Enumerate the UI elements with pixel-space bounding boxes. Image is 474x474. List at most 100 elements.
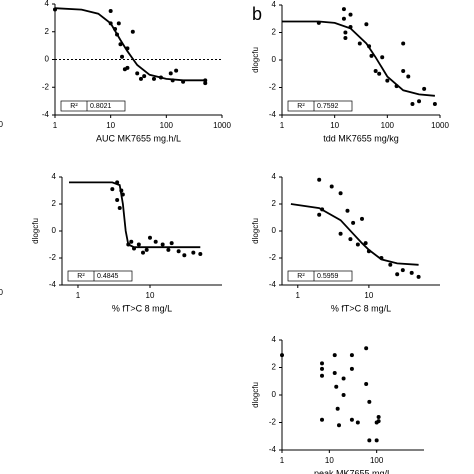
y-axis-label: dlogcfu (251, 218, 260, 244)
data-point (343, 30, 348, 35)
data-point (395, 272, 400, 277)
data-point (53, 7, 57, 12)
data-point (191, 250, 196, 255)
edge-fragment: 00 (0, 288, 3, 297)
y-tick-label: -2 (269, 253, 277, 262)
data-point (117, 206, 122, 211)
r2-value: 0.8021 (90, 103, 112, 110)
y-axis-label: dlogcfu (31, 218, 40, 244)
y-tick-label: 4 (45, 0, 50, 8)
data-point (176, 249, 181, 254)
data-point (130, 29, 135, 34)
data-point (316, 20, 321, 25)
data-point (401, 69, 406, 73)
data-point (363, 241, 368, 246)
data-point (416, 274, 421, 279)
data-point (129, 239, 134, 244)
r2-value: 0.4845 (97, 273, 119, 280)
data-point (367, 399, 372, 404)
data-point (144, 247, 149, 252)
data-point (203, 81, 208, 86)
data-point (116, 21, 121, 26)
data-point (432, 102, 437, 106)
panel-label: b (252, 4, 262, 24)
data-point (359, 216, 364, 221)
data-point (203, 78, 208, 83)
data-point (147, 235, 152, 240)
data-point (406, 74, 411, 79)
fit-curve (282, 20, 435, 97)
data-point (341, 16, 346, 21)
r2-label: R² (297, 273, 305, 280)
data-point (369, 53, 374, 58)
x-axis-label: % fT>C 8 mg/L (331, 303, 391, 313)
data-point (348, 12, 353, 17)
data-point (410, 102, 415, 106)
data-point (376, 415, 381, 419)
data-point (422, 86, 427, 91)
data-point (364, 382, 369, 386)
r2-label: R² (77, 273, 85, 280)
data-point (401, 41, 406, 46)
x-tick-label: 10 (146, 291, 155, 300)
y-tick-label: 2 (272, 199, 277, 208)
data-point (345, 208, 350, 213)
y-tick-label: 0 (52, 226, 57, 235)
data-point (341, 7, 346, 12)
data-point (329, 184, 334, 189)
data-point (357, 41, 362, 46)
data-point (153, 239, 158, 244)
r2-value: 0.5959 (317, 273, 339, 280)
y-axis-label: dlogcfu (251, 47, 260, 73)
x-tick-label: 100 (370, 456, 384, 465)
data-point (377, 71, 382, 76)
fit-curve (54, 7, 206, 82)
data-point (409, 270, 414, 275)
data-point (338, 231, 343, 236)
x-axis-label: peak MK7655 mg/L (314, 468, 392, 474)
x-tick-label: 100 (160, 121, 174, 130)
r2-label: R² (70, 103, 78, 110)
y-tick-label: 2 (52, 199, 57, 208)
data-point (348, 237, 353, 242)
r2-box (60, 100, 126, 112)
data-point (166, 247, 171, 252)
data-point (198, 251, 203, 256)
data-point (355, 242, 360, 247)
x-tick-label: 10 (364, 291, 373, 300)
x-tick-label: 100 (381, 121, 395, 130)
data-point (335, 406, 340, 411)
data-point (388, 262, 393, 267)
y-tick-label: 4 (272, 335, 277, 344)
data-point (417, 99, 422, 104)
data-point (141, 250, 146, 255)
data-point (385, 78, 390, 83)
data-point (108, 8, 113, 13)
data-point (136, 242, 141, 247)
data-point (317, 212, 322, 217)
data-point (181, 79, 186, 84)
data-point (174, 68, 179, 73)
data-point (135, 71, 140, 76)
data-point (400, 268, 405, 273)
x-tick-label: 1000 (213, 121, 231, 130)
data-point (334, 384, 339, 389)
data-point (343, 36, 348, 40)
x-tick-label: 10 (106, 121, 115, 130)
data-point (132, 246, 137, 251)
y-tick-label: 0 (272, 390, 277, 399)
x-tick-label: 1 (280, 121, 285, 130)
data-point (317, 177, 322, 182)
y-tick-label: -4 (269, 280, 277, 289)
data-point (376, 419, 381, 424)
data-point (115, 180, 120, 185)
x-tick-label: 1 (296, 291, 301, 300)
data-point (341, 393, 346, 397)
y-tick-label: -4 (49, 280, 57, 289)
data-point (380, 55, 385, 60)
data-point (168, 71, 173, 76)
y-tick-label: 2 (45, 27, 50, 36)
data-point (338, 191, 343, 196)
y-axis-label: dlogcfu (251, 382, 260, 408)
